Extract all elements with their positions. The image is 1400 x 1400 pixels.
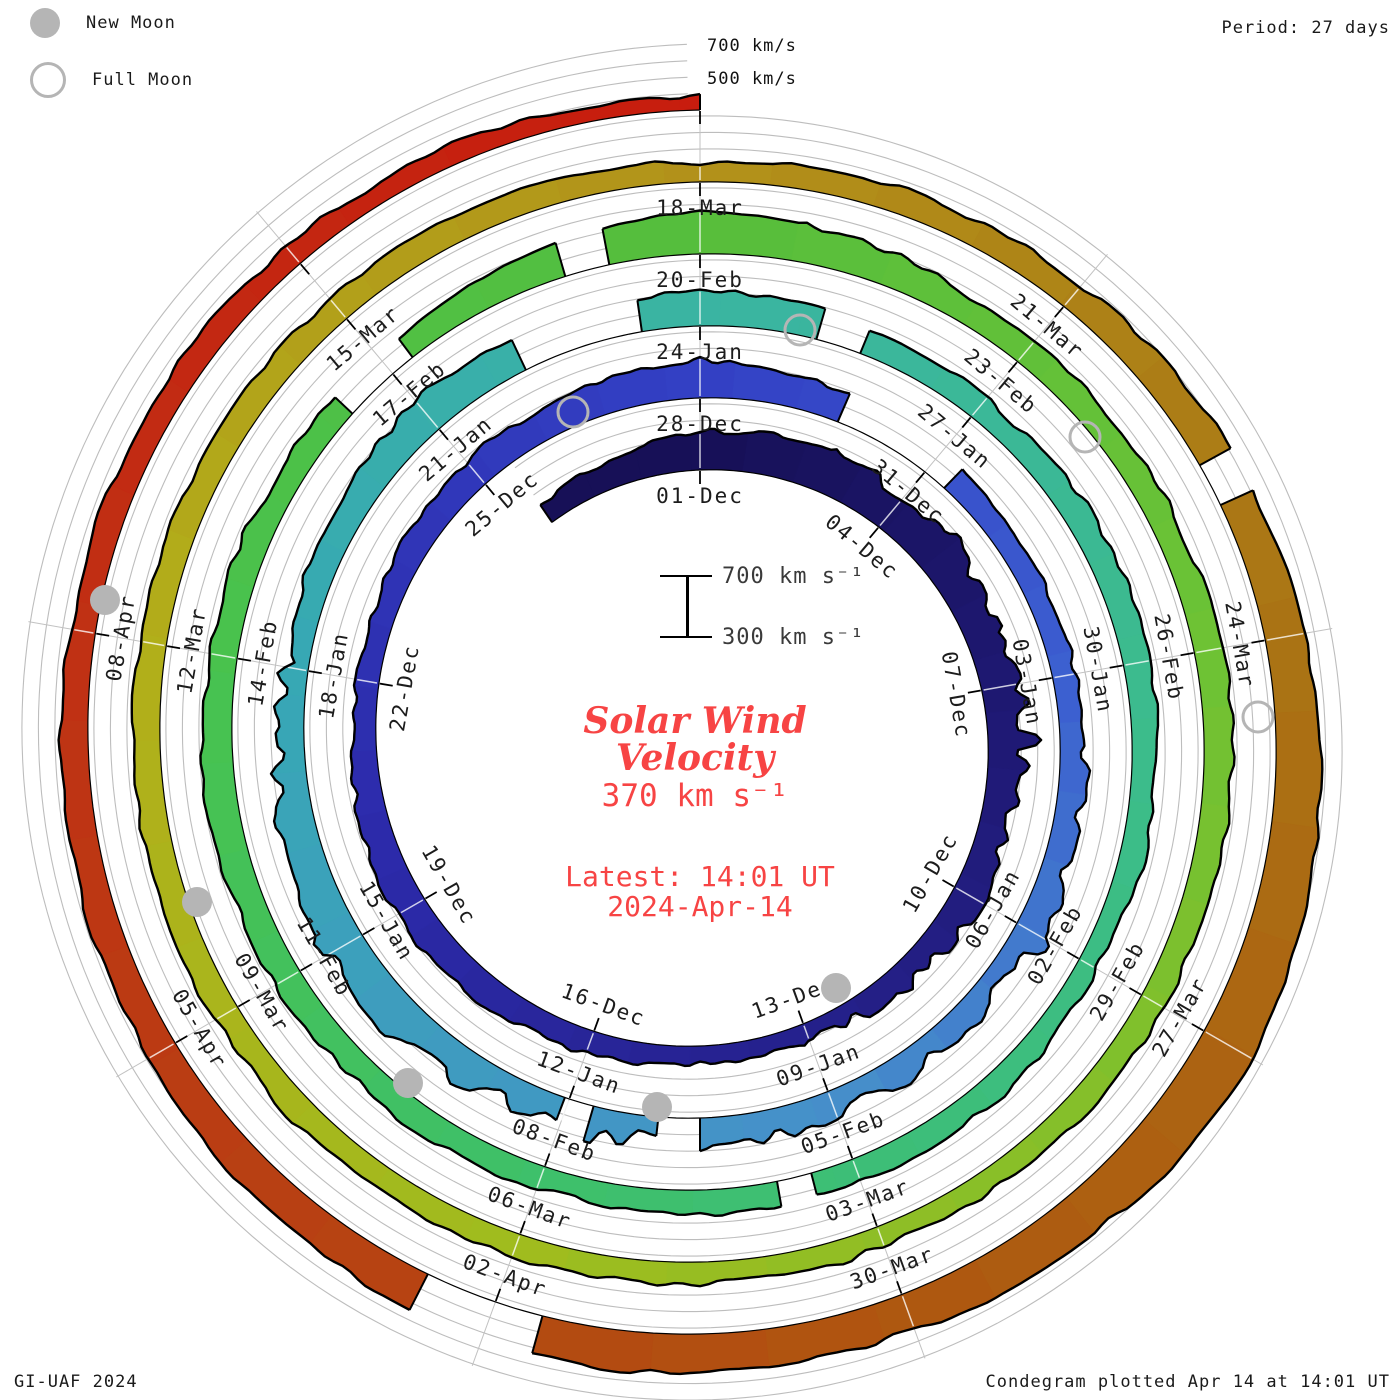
new-moon-icon	[30, 8, 60, 38]
full-moon-label: Full Moon	[92, 70, 194, 90]
moon-markers	[90, 313, 1275, 1122]
credit-left: GI-UAF 2024	[14, 1372, 138, 1392]
outer-scale-labels: 700 km/s 500 km/s	[707, 36, 797, 89]
svg-text:500 km/s: 500 km/s	[707, 69, 797, 89]
full-moon-marker	[1241, 700, 1275, 734]
date-label: 07-Dec	[937, 649, 976, 740]
new-moon-marker	[642, 1092, 672, 1122]
band-day-crossings	[74, 96, 1304, 1327]
band-outline	[57, 92, 1324, 1376]
date-label: 24-Jan	[656, 340, 744, 364]
day-tick-marks	[96, 111, 1265, 1302]
svg-text:700 km/s: 700 km/s	[707, 36, 797, 56]
new-moon-label: New Moon	[86, 13, 176, 33]
legend-full-moon: Full Moon	[30, 62, 194, 98]
date-label: 20-Feb	[656, 268, 744, 292]
credit-right: Condegram plotted Apr 14 at 14:01 UT	[985, 1372, 1390, 1392]
moon-legend: New Moon Full Moon	[30, 6, 193, 120]
full-moon-marker	[556, 395, 590, 429]
date-label: 01-Dec	[656, 484, 744, 508]
baseline-spiral	[87, 109, 1277, 1335]
new-moon-marker	[821, 973, 851, 1003]
date-label: 18-Mar	[656, 196, 744, 220]
full-moon-marker	[1068, 420, 1102, 454]
new-moon-marker	[393, 1068, 423, 1098]
date-label: 28-Dec	[656, 412, 744, 436]
period-label: Period: 27 days	[1221, 18, 1390, 38]
new-moon-marker	[90, 585, 120, 615]
new-moon-marker	[182, 887, 212, 917]
full-moon-marker	[783, 313, 817, 347]
legend-new-moon: New Moon	[30, 6, 193, 40]
date-label: 22-Dec	[385, 643, 424, 734]
full-moon-icon	[30, 62, 66, 98]
